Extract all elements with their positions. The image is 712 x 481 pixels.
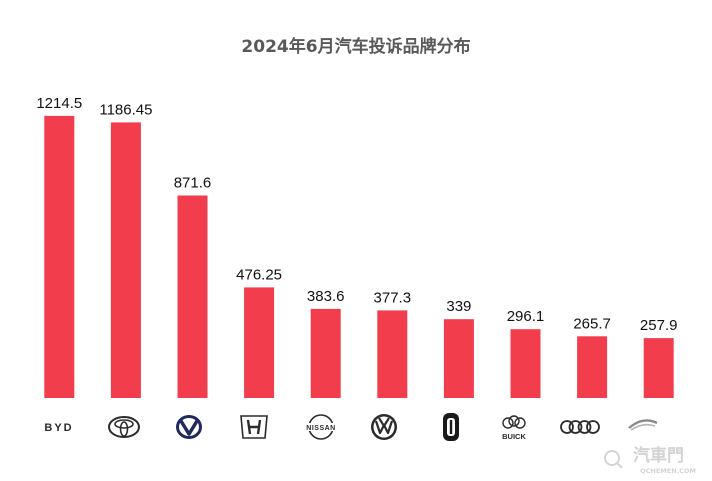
geely-logo-icon <box>628 419 658 431</box>
watermark-brand: 汽車門 <box>633 445 684 466</box>
li-auto-logo-icon <box>443 413 459 441</box>
search-icon <box>604 450 620 466</box>
value-label-7: 339 <box>446 298 471 315</box>
buick-logo-icon: BUICK <box>502 415 526 441</box>
bar-1 <box>44 115 75 399</box>
bar-9 <box>577 336 608 398</box>
buick-logo-text: BUICK <box>502 432 526 441</box>
value-labels-group: 1214.5 1186.45 871.6 476.25 383.6 377.3 339 296… <box>36 95 677 334</box>
nissan-logo-icon: NISSAN <box>305 414 337 440</box>
audi-logo-icon <box>560 420 600 434</box>
brand-logos: BYD NISSAN <box>44 413 658 441</box>
changan-logo-icon <box>176 415 202 439</box>
bar-5 <box>310 308 341 398</box>
bar-6 <box>377 310 408 398</box>
value-label-9: 265.7 <box>573 315 611 332</box>
bar-2 <box>110 122 141 399</box>
bar-10 <box>643 338 674 398</box>
bar-8 <box>510 329 541 398</box>
watermark: 汽車門 QCHEMEN.COM <box>604 445 696 475</box>
value-label-10: 257.9 <box>640 317 678 334</box>
nissan-logo-text: NISSAN <box>306 425 335 432</box>
bar-7 <box>443 319 474 398</box>
bar-4 <box>244 287 275 398</box>
value-label-5: 383.6 <box>307 288 345 305</box>
value-label-8: 296.1 <box>507 308 545 325</box>
chart-title: 2024年6月汽车投诉品牌分布 <box>241 36 470 57</box>
volkswagen-logo-icon <box>371 414 397 440</box>
toyota-logo-icon <box>108 416 140 438</box>
value-label-1: 1214.5 <box>36 95 82 112</box>
bar-3 <box>177 195 208 398</box>
value-label-2: 1186.45 <box>99 101 152 118</box>
value-label-4: 476.25 <box>236 266 282 283</box>
byd-logo-icon: BYD <box>44 422 73 434</box>
value-label-6: 377.3 <box>374 289 412 306</box>
bars-group <box>44 115 674 399</box>
value-label-3: 871.6 <box>174 175 212 192</box>
watermark-site: QCHEMEN.COM <box>640 467 696 475</box>
honda-logo-icon <box>240 415 268 439</box>
byd-logo-text: BYD <box>44 422 73 434</box>
